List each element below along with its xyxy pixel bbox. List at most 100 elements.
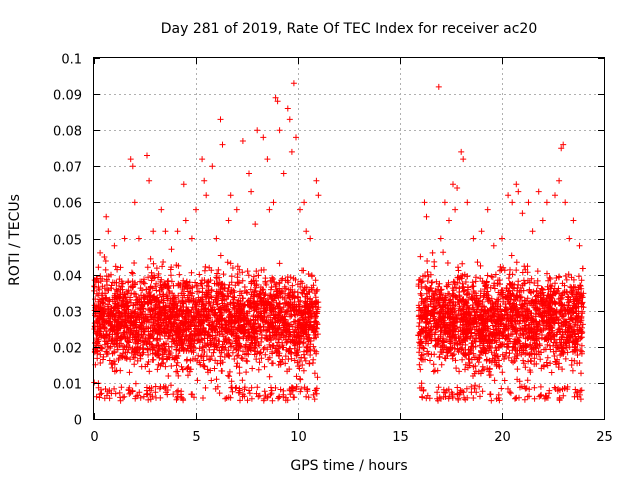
data-point [531, 384, 538, 391]
data-point [178, 363, 185, 370]
data-point [213, 274, 220, 281]
data-point [491, 377, 498, 384]
data-point [578, 334, 585, 341]
y-axis-label: ROTI / TECUs [7, 194, 23, 286]
data-point [229, 384, 235, 391]
data-point [281, 283, 288, 290]
data-point [175, 372, 182, 379]
data-point [183, 357, 190, 364]
data-point [233, 363, 240, 370]
data-point [95, 264, 102, 271]
data-point [192, 279, 199, 286]
data-point [537, 356, 544, 363]
data-point [537, 392, 544, 399]
data-point [293, 373, 300, 380]
data-point [127, 156, 134, 163]
data-point [513, 259, 520, 266]
data-point [430, 368, 437, 375]
data-point [97, 360, 104, 366]
data-point [125, 279, 132, 286]
data-point [418, 292, 425, 299]
data-point [224, 259, 231, 266]
data-point [501, 356, 507, 362]
data-point [438, 361, 445, 368]
data-point [524, 377, 531, 384]
data-point [556, 396, 563, 402]
data-point [416, 361, 423, 368]
data-point [290, 394, 297, 401]
data-point [131, 199, 138, 206]
data-point [435, 384, 442, 391]
data-point [180, 181, 187, 188]
data-point [417, 366, 424, 373]
data-point [537, 383, 544, 390]
data-point [579, 308, 585, 315]
data-point [309, 360, 316, 366]
data-point [117, 367, 124, 374]
data-point [146, 177, 153, 184]
data-point [228, 273, 235, 280]
data-point [521, 263, 528, 270]
data-point [217, 252, 224, 259]
data-point [524, 393, 531, 400]
data-point [160, 259, 167, 265]
data-point [237, 397, 243, 404]
data-point [116, 283, 122, 289]
data-point [417, 290, 424, 297]
data-point [516, 394, 522, 401]
data-point [144, 264, 151, 271]
data-point [216, 390, 223, 397]
data-point [220, 271, 227, 278]
data-point [280, 387, 287, 394]
data-point [440, 249, 447, 256]
data-point [247, 286, 254, 293]
data-point [238, 355, 245, 361]
data-point [138, 363, 145, 370]
data-point [575, 273, 582, 280]
data-point [470, 395, 477, 401]
data-point [487, 391, 493, 398]
data-point [239, 377, 246, 384]
data-point [229, 265, 236, 271]
data-point [499, 369, 506, 376]
data-point [213, 376, 220, 383]
data-point [301, 355, 308, 361]
data-point [271, 279, 278, 286]
data-point [534, 268, 541, 275]
data-point [527, 350, 534, 357]
data-point [157, 394, 164, 401]
data-point [506, 350, 513, 357]
data-point [266, 373, 273, 380]
data-point [111, 385, 118, 392]
data-point [188, 391, 195, 398]
data-point [269, 397, 276, 404]
data-point [431, 263, 438, 270]
data-point [159, 263, 166, 270]
data-point [564, 349, 571, 356]
data-point [514, 366, 521, 373]
data-point [158, 206, 165, 213]
data-point [459, 356, 466, 363]
data-point [196, 271, 203, 278]
data-point [245, 272, 252, 279]
data-point [225, 372, 232, 379]
data-point [479, 363, 486, 370]
data-point [282, 360, 289, 367]
data-point [255, 366, 262, 373]
data-point [180, 366, 186, 373]
data-point [129, 270, 136, 277]
grid-lines [94, 58, 604, 419]
data-point [118, 384, 125, 391]
data-point [173, 388, 180, 395]
data-point [512, 395, 518, 402]
data-point [194, 377, 201, 384]
data-point [255, 272, 262, 279]
data-point [456, 368, 463, 375]
data-point [268, 384, 274, 391]
data-point [105, 228, 112, 235]
data-point [246, 387, 252, 394]
data-point [132, 380, 139, 387]
data-point [454, 384, 461, 391]
data-point [261, 363, 268, 370]
data-point [111, 348, 118, 355]
